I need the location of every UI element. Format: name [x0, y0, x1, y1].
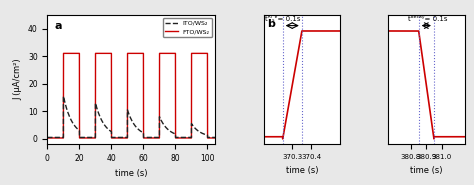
Text: a: a	[54, 21, 62, 31]
FTO/WS₂	[46, 137, 51, 139]
ITO/WS₂	[55, 136, 60, 139]
FTO/WS₂	[127, 52, 132, 55]
FTO/WS₂	[61, 52, 66, 55]
ITO/WS₂	[61, 95, 66, 97]
ITO/WS₂	[52, 136, 57, 139]
Text: b: b	[267, 19, 275, 29]
X-axis label: time (s): time (s)	[115, 169, 148, 178]
X-axis label: time (s): time (s)	[285, 166, 318, 175]
FTO/WS₂	[52, 137, 57, 139]
Legend: ITO/WS₂, FTO/WS₂: ITO/WS₂, FTO/WS₂	[163, 18, 212, 37]
Line: ITO/WS₂: ITO/WS₂	[47, 96, 216, 137]
Line: FTO/WS₂: FTO/WS₂	[47, 53, 216, 138]
FTO/WS₂	[55, 137, 60, 139]
FTO/WS₂	[45, 137, 50, 139]
Y-axis label: J (μA/cm²): J (μA/cm²)	[13, 59, 22, 100]
FTO/WS₂	[213, 137, 219, 139]
Text: tᵈᵉᶜᵃʸ= 0.1s: tᵈᵉᶜᵃʸ= 0.1s	[408, 16, 447, 22]
ITO/WS₂	[204, 134, 210, 136]
FTO/WS₂	[78, 137, 83, 139]
FTO/WS₂	[204, 52, 210, 55]
ITO/WS₂	[78, 136, 83, 139]
X-axis label: time (s): time (s)	[410, 166, 443, 175]
Text: tᴿᴵₛᵉ= 0.1s: tᴿᴵₛᵉ= 0.1s	[265, 16, 301, 22]
ITO/WS₂	[127, 115, 132, 117]
ITO/WS₂	[45, 136, 50, 139]
ITO/WS₂	[213, 136, 219, 139]
ITO/WS₂	[46, 136, 51, 139]
